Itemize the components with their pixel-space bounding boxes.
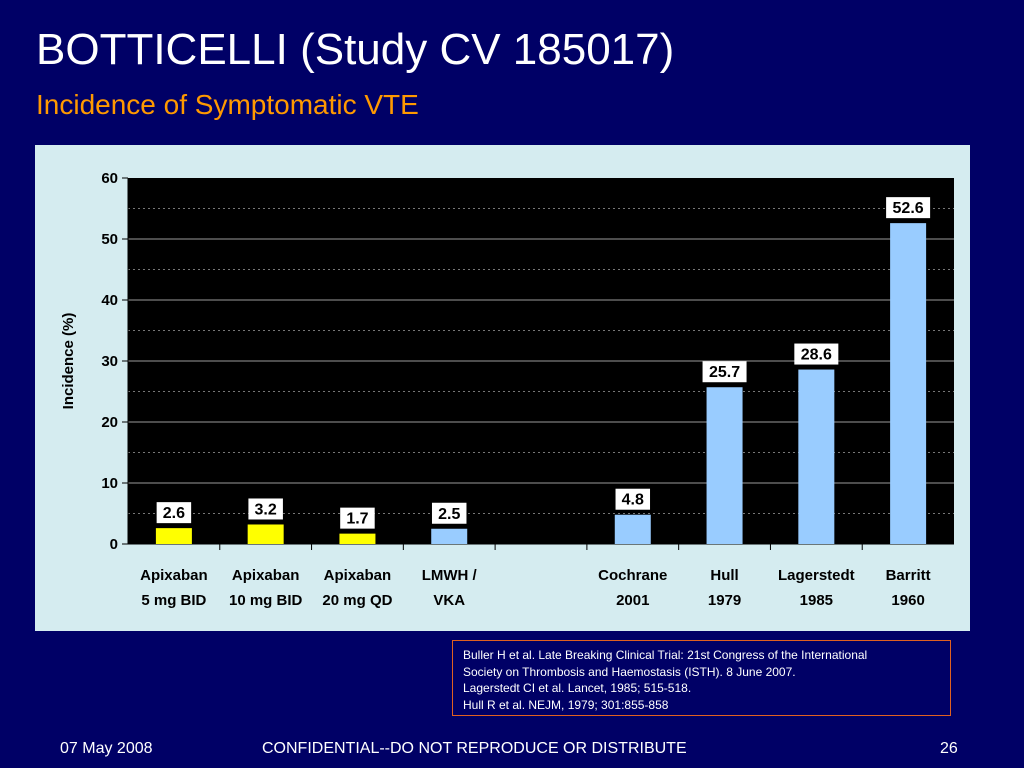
footer-date: 07 May 2008 [60,740,153,757]
bar-chart: 0 10 20 30 40 50 60 Incidence (%) 2.6 Apixaban 5 m… [60,170,954,609]
y-tick-label: 30 [101,353,118,370]
x-tick-label: 20 mg QD [322,592,392,609]
x-tick-label: 1960 [891,592,924,609]
data-label: 1.7 [346,511,368,528]
data-label-bg [702,361,747,383]
x-tick-label: VKA [433,592,465,609]
y-tick-label: 40 [101,292,118,309]
data-label: 3.2 [255,501,277,518]
data-label-bg [248,498,283,520]
data-label-bg [431,502,467,524]
x-tick-label: Apixaban [232,567,300,584]
x-tick-label: 10 mg BID [229,592,303,609]
data-label: 25.7 [709,364,740,381]
reference-line: Hull R et al. NEJM, 1979; 301:855-858 [463,697,669,712]
x-tick-label: LMWH / [422,567,478,584]
x-tick-label: Lagerstedt [778,567,855,584]
data-label-bg [886,197,931,219]
x-tick-label: 1979 [708,592,741,609]
y-axis-title: Incidence (%) [60,313,77,410]
x-tick-label: 1985 [800,592,833,609]
chart-panel: 0 10 20 30 40 50 60 Incidence (%) 2.6 Apixaban 5 m… [35,145,970,631]
slide-subtitle: Incidence of Symptomatic VTE [36,89,419,120]
bar [798,369,835,544]
x-tick-label: 2001 [616,592,649,609]
x-tick-label: Cochrane [598,567,667,584]
data-label-bg [615,488,651,510]
data-label-bg [794,343,839,365]
y-tick-label: 50 [101,231,118,248]
footer-confidential: CONFIDENTIAL--DO NOT REPRODUCE OR DISTRI… [262,740,687,757]
bar [614,514,651,544]
slide-title: BOTTICELLI (Study CV 185017) [36,25,675,74]
y-tick-label: 0 [110,536,118,553]
data-label: 52.6 [893,200,924,217]
bar [706,387,743,544]
data-label: 2.6 [163,505,185,522]
data-label: 2.5 [438,506,460,523]
data-label-bg [340,507,375,529]
references-box: Buller H et al. Late Breaking Clinical T… [452,640,951,716]
bar [339,533,376,544]
x-tick-label: Apixaban [324,567,392,584]
y-tick-label: 60 [101,170,118,187]
data-label: 4.8 [622,492,644,509]
bar [890,223,927,544]
y-tick-label: 20 [101,414,118,431]
bar [247,524,284,544]
data-label: 28.6 [801,347,832,364]
footer-page-number: 26 [940,740,958,757]
reference-line: Lagerstedt CI et al. Lancet, 1985; 515-5… [463,681,692,695]
reference-line: Buller H et al. Late Breaking Clinical T… [463,648,868,662]
x-tick-label: Apixaban [140,567,208,584]
y-tick-label: 10 [101,475,118,492]
bar [155,528,192,544]
bar [431,528,468,544]
x-tick-label: 5 mg BID [141,592,206,609]
x-tick-label: Hull [710,567,738,584]
x-tick-label: Barritt [886,567,931,584]
reference-line: Society on Thrombosis and Haemostasis (I… [463,664,796,679]
data-label-bg [156,502,192,524]
